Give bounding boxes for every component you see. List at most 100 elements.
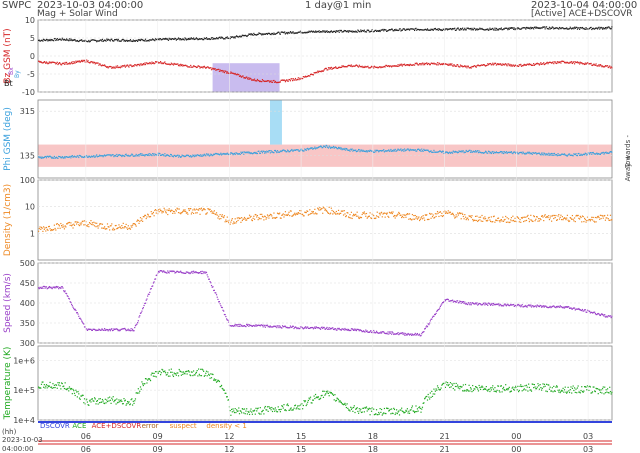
- data-point: [177, 372, 179, 374]
- data-point: [504, 63, 506, 65]
- data-point: [477, 64, 479, 66]
- data-point: [474, 303, 476, 305]
- data-point: [497, 303, 499, 306]
- data-point: [421, 333, 423, 335]
- data-point: [341, 31, 343, 33]
- data-point: [101, 328, 104, 330]
- data-point: [58, 382, 61, 384]
- data-point: [106, 329, 108, 331]
- data-point: [88, 39, 90, 42]
- data-point: [571, 27, 574, 29]
- data-point: [401, 215, 403, 218]
- data-point: [539, 384, 541, 386]
- data-point: [586, 385, 589, 387]
- data-point: [42, 287, 44, 289]
- data-point: [482, 152, 484, 154]
- data-point: [76, 39, 78, 42]
- data-point: [299, 149, 302, 151]
- data-point: [125, 404, 127, 406]
- data-point: [449, 151, 451, 153]
- data-point: [434, 63, 436, 65]
- data-point: [261, 213, 263, 215]
- data-point: [304, 75, 307, 77]
- data-point: [104, 398, 106, 400]
- data-point: [265, 33, 267, 35]
- data-point: [344, 327, 346, 330]
- data-point: [149, 380, 152, 382]
- data-point: [357, 328, 359, 330]
- data-point: [61, 286, 63, 288]
- data-point: [408, 28, 410, 31]
- data-point: [340, 212, 342, 214]
- data-point: [550, 154, 552, 156]
- data-point: [410, 218, 412, 221]
- data-point: [319, 209, 322, 211]
- data-point: [63, 291, 66, 293]
- data-point: [505, 221, 508, 223]
- data-point: [52, 39, 54, 42]
- data-point: [486, 29, 488, 31]
- data-point: [246, 217, 248, 219]
- data-point: [432, 29, 434, 31]
- data-point: [225, 392, 227, 394]
- data-point: [375, 413, 377, 415]
- data-point: [468, 302, 470, 304]
- data-point: [495, 219, 497, 221]
- data-point: [208, 67, 210, 69]
- data-point: [467, 389, 469, 391]
- data-point: [467, 150, 469, 153]
- data-point: [491, 151, 493, 153]
- data-point: [147, 213, 149, 215]
- data-point: [148, 216, 150, 218]
- data-point: [210, 37, 213, 39]
- data-point: [533, 63, 535, 65]
- data-point: [235, 35, 237, 38]
- data-point: [289, 327, 291, 329]
- data-point: [413, 64, 415, 66]
- data-point: [55, 223, 58, 225]
- data-point: [375, 332, 377, 334]
- data-point: [69, 301, 71, 303]
- data-point: [431, 62, 433, 64]
- data-point: [40, 387, 42, 389]
- data-point: [215, 153, 218, 155]
- data-point: [566, 155, 568, 157]
- data-point: [169, 38, 171, 40]
- data-point: [497, 151, 499, 154]
- data-point: [595, 153, 597, 155]
- data-point: [81, 222, 83, 224]
- data-point: [570, 154, 572, 156]
- data-point: [198, 154, 200, 157]
- data-point: [173, 372, 175, 374]
- data-point: [561, 218, 563, 221]
- data-point: [581, 154, 583, 156]
- data-point: [71, 155, 73, 157]
- data-point: [564, 27, 566, 30]
- data-point: [328, 395, 330, 397]
- data-point: [407, 64, 409, 67]
- data-point: [170, 368, 172, 370]
- data-point: [465, 302, 467, 304]
- data-point: [603, 393, 605, 395]
- data-point: [378, 216, 380, 218]
- data-point: [312, 399, 315, 401]
- data-point: [198, 368, 200, 370]
- data-point: [88, 155, 91, 157]
- data-point: [208, 278, 210, 280]
- data-point: [356, 328, 358, 331]
- data-point: [444, 28, 447, 30]
- data-point: [38, 60, 40, 62]
- data-point: [455, 65, 457, 68]
- data-point: [509, 391, 511, 393]
- data-point: [53, 155, 55, 158]
- data-point: [58, 39, 60, 41]
- data-point: [38, 39, 40, 42]
- data-point: [510, 27, 512, 30]
- data-point: [558, 213, 560, 216]
- data-point: [215, 69, 217, 71]
- data-point: [65, 39, 67, 41]
- data-point: [565, 154, 567, 156]
- data-point: [255, 80, 257, 82]
- data-point: [319, 146, 321, 148]
- data-point: [466, 389, 468, 391]
